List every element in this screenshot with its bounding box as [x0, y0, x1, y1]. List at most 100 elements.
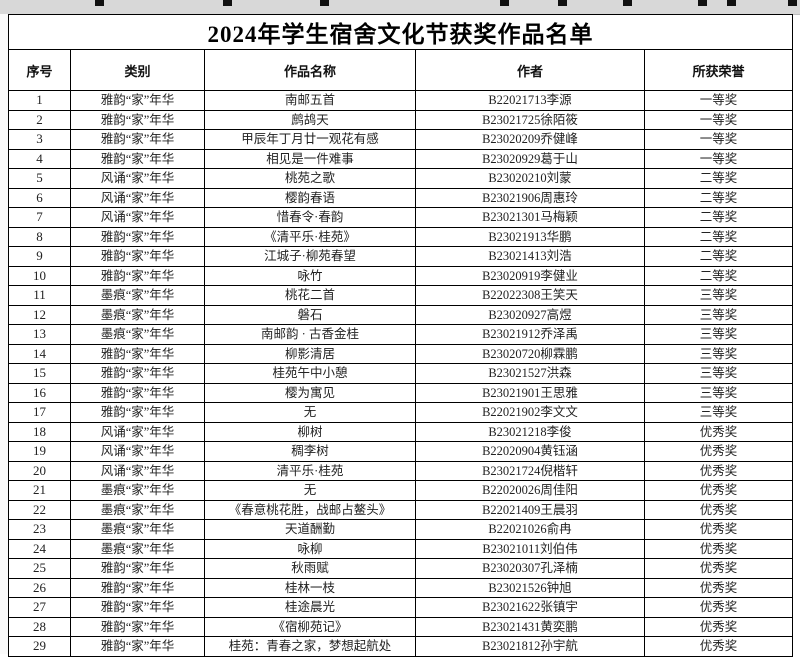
cell-category: 雅韵“家”年华	[70, 363, 205, 384]
cell-no: 29	[8, 636, 71, 657]
cell-work: 桂途晨光	[204, 597, 416, 618]
cell-no: 3	[8, 129, 71, 150]
cell-work: 桂苑午中小憩	[204, 363, 416, 384]
table-row: 7 风诵“家”年华 惜春令·春韵 B23021301马梅颖 二等奖	[8, 207, 794, 228]
screenshot-artifact	[623, 0, 632, 6]
cell-work: 南邮五首	[204, 90, 416, 111]
cell-author: B22021026俞冉	[415, 519, 645, 540]
cell-author: B22021713李源	[415, 90, 645, 111]
cell-work: 咏柳	[204, 538, 416, 559]
awards-table-body: 1 雅韵“家”年华 南邮五首 B22021713李源 一等奖 2 雅韵“家”年华 鹧鸪天 B23…	[8, 90, 794, 657]
table-row: 13 墨痕“家”年华 南邮韵 · 古香金桂 B23021912乔泽禹 三等奖	[8, 324, 794, 345]
cell-author: B23021812孙宇航	[415, 636, 645, 657]
table-row: 9 雅韵“家”年华 江城子·柳苑春望 B23021413刘浩 二等奖	[8, 246, 794, 267]
cell-category: 墨痕“家”年华	[70, 519, 205, 540]
table-row: 1 雅韵“家”年华 南邮五首 B22021713李源 一等奖	[8, 90, 794, 111]
table-row: 20 风诵“家”年华 清平乐·桂苑 B23021724倪楷轩 优秀奖	[8, 460, 794, 481]
cell-category: 风诵“家”年华	[70, 207, 205, 228]
cell-award: 优秀奖	[643, 597, 794, 618]
cell-author: B23021413刘浩	[415, 246, 645, 267]
cell-author: B22020026周佳阳	[415, 480, 645, 501]
cell-no: 25	[8, 558, 71, 579]
cell-award: 优秀奖	[643, 636, 794, 657]
cell-category: 风诵“家”年华	[70, 168, 205, 189]
cell-work: 桃苑之歌	[204, 168, 416, 189]
cell-no: 2	[8, 109, 71, 130]
cell-award: 优秀奖	[643, 421, 794, 442]
cell-no: 10	[8, 265, 71, 286]
cell-award: 三等奖	[643, 343, 794, 364]
cell-author: B23020919李健业	[415, 265, 645, 286]
cell-no: 19	[8, 441, 71, 462]
table-row: 6 风诵“家”年华 樱韵春语 B23021906周惠玲 二等奖	[8, 187, 794, 208]
cell-category: 墨痕“家”年华	[70, 480, 205, 501]
cell-category: 雅韵“家”年华	[70, 265, 205, 286]
cell-author: B23021218李俊	[415, 421, 645, 442]
cell-author: B23021912乔泽禹	[415, 324, 645, 345]
cell-author: B23020929葛于山	[415, 148, 645, 169]
cell-award: 二等奖	[643, 168, 794, 189]
table-row: 26 雅韵“家”年华 桂林一枝 B23021526钟旭 优秀奖	[8, 577, 794, 598]
table-row: 21 墨痕“家”年华无 B22020026周佳阳 优秀奖	[8, 480, 794, 501]
cell-author: B23021725徐陌筱	[415, 109, 645, 130]
cell-no: 20	[8, 460, 71, 481]
cell-no: 23	[8, 519, 71, 540]
cell-category: 风诵“家”年华	[70, 441, 205, 462]
cell-author: B22021409王晨羽	[415, 499, 645, 520]
screenshot-artifact	[788, 0, 797, 6]
cell-category: 雅韵“家”年华	[70, 343, 205, 364]
table-row: 14 雅韵“家”年华 柳影清居 B23020720柳霖鹏 三等奖	[8, 343, 794, 364]
table-row: 19 风诵“家”年华 稠李树 B22020904黄钰涵 优秀奖	[8, 441, 794, 462]
cell-award: 一等奖	[643, 129, 794, 150]
cell-award: 优秀奖	[643, 558, 794, 579]
page-title: 2024年学生宿舍文化节获奖作品名单	[7, 14, 794, 50]
cell-no: 7	[8, 207, 71, 228]
cell-category: 雅韵“家”年华	[70, 558, 205, 579]
cell-award: 二等奖	[643, 207, 794, 228]
screenshot-artifact	[558, 0, 567, 6]
cell-no: 21	[8, 480, 71, 501]
cell-author: B23021901王思雅	[415, 382, 645, 403]
cell-award: 优秀奖	[643, 519, 794, 540]
cell-no: 11	[8, 285, 71, 306]
table-row: 29 雅韵“家”年华 桂苑：青春之家，梦想起航处 B23021812孙宇航 优秀奖	[8, 636, 794, 657]
cell-author: B23021527洪森	[415, 363, 645, 384]
cell-work: 秋雨赋	[204, 558, 416, 579]
table-row: 23 墨痕“家”年华 天道酬勤 B22021026俞冉 优秀奖	[8, 519, 794, 540]
cell-category: 雅韵“家”年华	[70, 577, 205, 598]
cell-category: 雅韵“家”年华	[70, 597, 205, 618]
screenshot-artifact	[727, 0, 736, 6]
screenshot-artifact	[95, 0, 104, 6]
cell-category: 雅韵“家”年华	[70, 109, 205, 130]
column-header-author: 作者	[415, 49, 645, 91]
cell-work: 《春意桃花胜，战邮占鳌头》	[204, 499, 416, 520]
cell-author: B23021011刘伯伟	[415, 538, 645, 559]
cell-work: 相见是一件难事	[204, 148, 416, 169]
cell-no: 6	[8, 187, 71, 208]
cell-category: 墨痕“家”年华	[70, 499, 205, 520]
cell-work: 磐石	[204, 304, 416, 325]
cell-award: 优秀奖	[643, 480, 794, 501]
cell-work: 天道酬勤	[204, 519, 416, 540]
cell-no: 27	[8, 597, 71, 618]
cell-no: 15	[8, 363, 71, 384]
screenshot-artifact	[320, 0, 329, 6]
cell-award: 优秀奖	[643, 460, 794, 481]
cell-category: 雅韵“家”年华	[70, 129, 205, 150]
column-header-award: 所获荣誉	[643, 49, 794, 91]
cell-work: 无	[204, 402, 416, 423]
cell-no: 17	[8, 402, 71, 423]
cell-no: 16	[8, 382, 71, 403]
cell-award: 优秀奖	[643, 538, 794, 559]
cell-author: B23021622张镇宇	[415, 597, 645, 618]
left-gutter	[0, 14, 8, 654]
table-row: 28 雅韵“家”年华 《宿柳苑记》 B23021431黄奕鹏 优秀奖	[8, 616, 794, 637]
cell-category: 墨痕“家”年华	[70, 538, 205, 559]
cell-work: 咏竹	[204, 265, 416, 286]
cell-award: 二等奖	[643, 265, 794, 286]
cell-no: 9	[8, 246, 71, 267]
screenshot-artifact	[500, 0, 509, 6]
cell-work: 清平乐·桂苑	[204, 460, 416, 481]
screenshot-artifact	[223, 0, 232, 6]
